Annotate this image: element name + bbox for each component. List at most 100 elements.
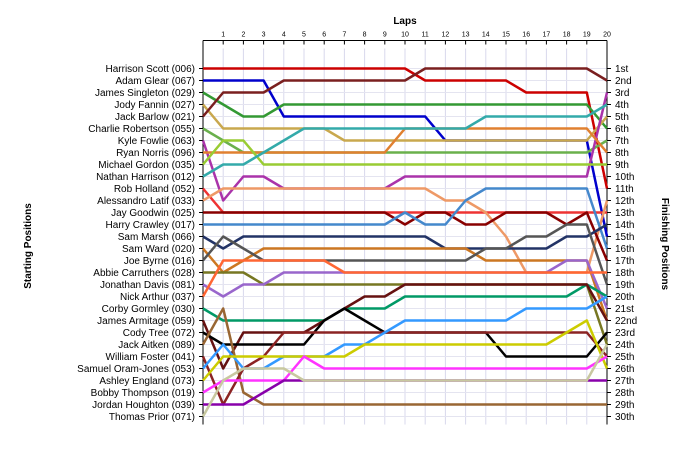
finishing-position-label: 2nd xyxy=(615,76,632,87)
x-tick-label-8: 8 xyxy=(363,32,367,39)
series-line-1 xyxy=(203,67,609,189)
series-line-26 xyxy=(202,295,608,370)
series-line-16 xyxy=(202,247,609,321)
x-tick-label-12: 12 xyxy=(442,32,450,39)
labels-group: Harrison Scott (006)Adam Glear (067) Jame… xyxy=(77,64,637,423)
finishing-position-label: 22nd xyxy=(615,316,637,327)
starting-position-label: Samuel Oram-Jones (053) xyxy=(77,364,195,375)
finishing-position-label: 23rd xyxy=(615,328,635,339)
x-tick-label-10: 10 xyxy=(401,32,409,39)
starting-position-label: Abbie Carruthers (028) xyxy=(93,268,195,279)
starting-position-label: Jody Fannin (027) xyxy=(114,100,195,111)
finishing-position-label: 1st xyxy=(615,64,629,75)
starting-position-label: Jack Aitken (089) xyxy=(118,340,195,351)
series-line-3 xyxy=(202,91,608,130)
x-tick-label-16: 16 xyxy=(522,32,530,39)
starting-position-label: Kyle Fowlie (063) xyxy=(118,136,195,147)
starting-position-label: Rob Holland (052) xyxy=(114,184,195,195)
starting-position-label: Sam Ward (020) xyxy=(122,244,195,255)
starting-position-label: Corby Gormley (030) xyxy=(102,304,195,315)
finishing-position-label: 19th xyxy=(615,280,634,291)
starting-position-label: Harry Crawley (017) xyxy=(106,220,195,231)
starting-position-label: Thomas Prior (071) xyxy=(109,412,195,423)
finishing-position-label: 24th xyxy=(615,340,634,351)
x-tick-label-18: 18 xyxy=(563,32,571,39)
finishing-position-label: 8th xyxy=(615,148,629,159)
x-tick-label-19: 19 xyxy=(583,32,591,39)
x-tick-label-5: 5 xyxy=(302,32,306,39)
series-line-5 xyxy=(202,67,608,118)
starting-position-label: Adam Glear (067) xyxy=(116,76,195,87)
finishing-position-label: 14th xyxy=(615,220,634,231)
starting-position-label: Michael Gordon (035) xyxy=(98,160,195,171)
starting-position-label: Harrison Scott (006) xyxy=(106,64,195,75)
series-line-14 xyxy=(203,187,609,249)
series-line-27 xyxy=(202,319,609,382)
series-line-13 xyxy=(203,211,609,261)
finishing-position-label: 15th xyxy=(615,232,634,243)
x-tick-label-9: 9 xyxy=(383,32,387,39)
series-line-9 xyxy=(202,139,607,166)
starting-position-label: Sam Marsh (066) xyxy=(118,232,195,243)
series-line-7 xyxy=(201,92,609,202)
series-line-22 xyxy=(201,283,609,370)
x-tick-label-14: 14 xyxy=(482,32,490,39)
finishing-position-label: 3rd xyxy=(615,88,629,99)
finishing-position-label: 4th xyxy=(615,100,629,111)
finishing-position-label: 18th xyxy=(615,268,634,279)
starting-position-label: Jay Goodwin (025) xyxy=(111,208,195,219)
x-tick-label-13: 13 xyxy=(462,32,470,39)
y-axis-title-left: Starting Positions xyxy=(23,203,34,289)
x-tick-label-20: 20 xyxy=(603,32,611,39)
series-line-21 xyxy=(202,283,608,322)
x-tick-label-17: 17 xyxy=(543,32,551,39)
starting-position-label: Bobby Thompson (019) xyxy=(91,388,195,399)
x-tick-label-11: 11 xyxy=(422,32,429,39)
starting-position-label: Charlie Robertson (055) xyxy=(88,124,195,135)
finishing-position-label: 7th xyxy=(615,136,629,147)
finishing-position-label: 6th xyxy=(615,124,629,135)
finishing-position-label: 26th xyxy=(615,364,634,375)
finishing-position-label: 11th xyxy=(615,184,634,195)
series-line-25 xyxy=(201,331,608,406)
starting-position-label: Jonathan Davis (081) xyxy=(100,280,195,291)
series-line-20 xyxy=(201,259,607,298)
x-tick-label-4: 4 xyxy=(282,32,286,39)
finishing-position-label: 13th xyxy=(615,208,634,219)
series-line-24 xyxy=(201,307,607,406)
series-line-28 xyxy=(202,355,608,394)
x-tick-label-7: 7 xyxy=(342,32,346,39)
starting-position-label: Nick Arthur (037) xyxy=(120,292,195,303)
starting-position-label: Jordan Houghton (039) xyxy=(92,400,195,411)
finishing-position-label: 28th xyxy=(615,388,634,399)
y-axis-title-right: Finishing Positions xyxy=(659,198,670,291)
starting-position-label: Ryan Norris (096) xyxy=(116,148,195,159)
finishing-position-label: 29th xyxy=(615,400,634,411)
starting-position-label: James Armitage (059) xyxy=(97,316,195,327)
finishing-position-label: 12th xyxy=(615,196,634,207)
finishing-position-label: 20th xyxy=(615,292,634,303)
starting-position-label: William Foster (041) xyxy=(106,352,195,363)
finishing-position-label: 25th xyxy=(615,352,634,363)
x-tick-label-1: 1 xyxy=(221,32,225,39)
series-group xyxy=(201,67,609,418)
finishing-position-label: 5th xyxy=(615,112,629,123)
finishing-position-label: 21st xyxy=(615,304,634,315)
finishing-position-label: 10th xyxy=(615,172,634,183)
x-tick-label-3: 3 xyxy=(262,32,266,39)
series-line-30 xyxy=(201,343,609,418)
x-tick-label-15: 15 xyxy=(502,32,510,39)
x-tick-label-6: 6 xyxy=(322,32,326,39)
finishing-position-label: 27th xyxy=(615,376,634,387)
series-line-15 xyxy=(202,223,608,250)
starting-position-label: Alessandro Latif (033) xyxy=(97,196,195,207)
starting-position-label: Cody Tree (072) xyxy=(123,328,195,339)
finishing-position-label: 30th xyxy=(615,412,634,423)
x-tick-label-2: 2 xyxy=(241,32,245,39)
x-axis-title: Laps xyxy=(393,16,417,27)
series-line-10 xyxy=(202,103,608,178)
finishing-position-label: 9th xyxy=(615,160,629,171)
finishing-position-label: 17th xyxy=(615,256,634,267)
